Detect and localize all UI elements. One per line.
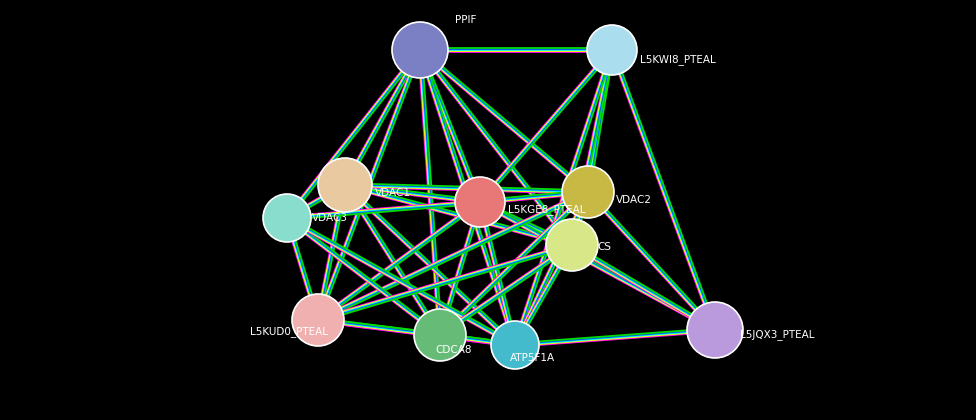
Circle shape [263,194,311,242]
Text: VDAC2: VDAC2 [616,195,652,205]
Circle shape [455,177,505,227]
Circle shape [292,294,344,346]
Circle shape [562,166,614,218]
Circle shape [687,302,743,358]
Text: L5KWI8_PTEAL: L5KWI8_PTEAL [640,54,715,65]
Text: L5KUD0_PTEAL: L5KUD0_PTEAL [250,326,328,337]
Circle shape [392,22,448,78]
Circle shape [318,158,372,212]
Text: CS: CS [597,242,611,252]
Text: L5KGE8_PTEAL: L5KGE8_PTEAL [508,204,586,215]
Circle shape [587,25,637,75]
Circle shape [491,321,539,369]
Circle shape [414,309,466,361]
Circle shape [546,219,598,271]
Text: PPIF: PPIF [455,15,476,25]
Text: CDCA8: CDCA8 [435,345,471,355]
Text: VDAC3: VDAC3 [312,213,348,223]
Text: VDAC1: VDAC1 [375,188,411,198]
Text: L5JQX3_PTEAL: L5JQX3_PTEAL [740,329,815,340]
Text: ATP5F1A: ATP5F1A [510,353,555,363]
